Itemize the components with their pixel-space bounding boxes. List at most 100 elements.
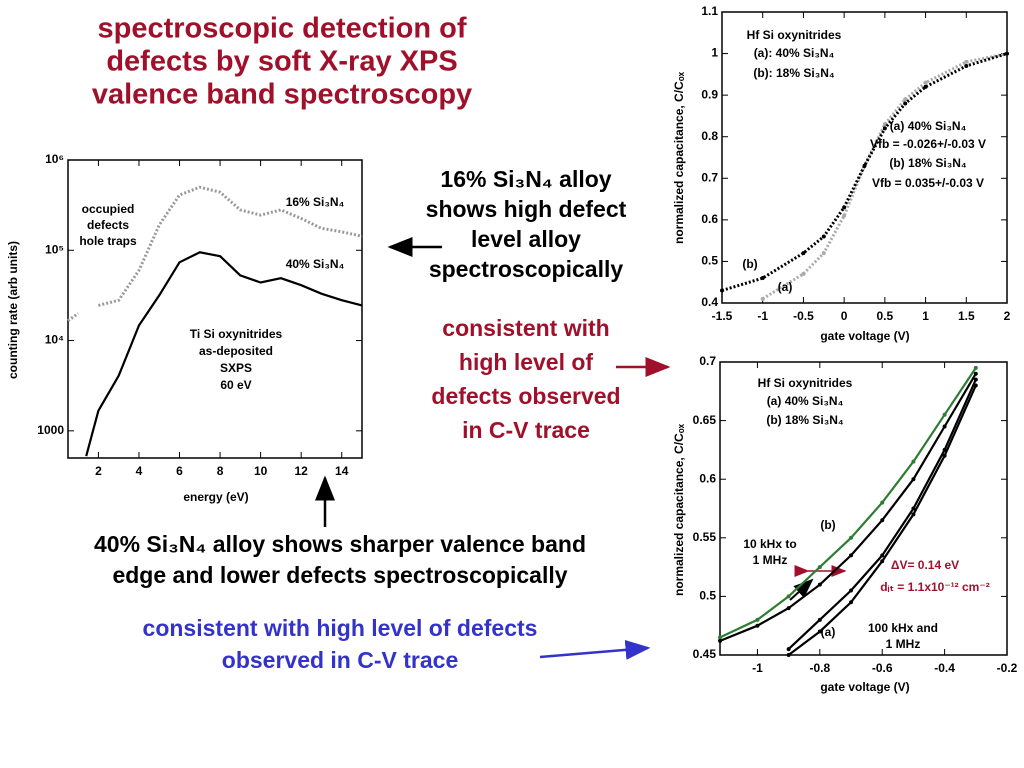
y-tick-label: 0.9	[701, 87, 718, 101]
series-line	[98, 185, 363, 307]
series-line	[719, 367, 977, 639]
annotation: (b) 18% Si₃N₄	[889, 156, 967, 170]
slide-text: defects by soft X-ray XPS	[106, 46, 457, 78]
data-point	[755, 623, 760, 628]
data-point	[973, 371, 978, 376]
annotation: Hf Si oxynitrides	[758, 376, 853, 390]
slide-text: observed in C-V trace	[222, 647, 458, 673]
slide-text: valence band spectroscopy	[92, 79, 472, 111]
y-axis-label: normalized capacitance, C/Cₒₓ	[672, 71, 686, 244]
y-tick-label: 1	[711, 46, 718, 60]
series-line	[67, 312, 79, 322]
x-tick-label: 12	[294, 464, 308, 478]
data-point	[973, 365, 978, 370]
annotation: 1 MHz	[753, 553, 788, 567]
annotation: ΔV= 0.14 eV	[891, 558, 959, 572]
data-point	[882, 126, 887, 131]
y-tick-label: 0.55	[693, 530, 717, 544]
slide-text: shows high defect	[426, 196, 627, 222]
annotation: 100 kHx and	[868, 621, 938, 635]
x-tick-label: -0.6	[872, 661, 893, 675]
slide-text: consistent with high level of defects	[143, 615, 538, 641]
plot-frame	[67, 159, 363, 459]
annotation: hole traps	[79, 234, 137, 248]
x-tick-label: 4	[136, 464, 143, 478]
annotation: as-deposited	[199, 344, 273, 358]
plot-frame	[721, 11, 1008, 304]
annotation: 1 MHz	[886, 637, 921, 651]
x-tick-label: -0.8	[809, 661, 830, 675]
x-tick-label: 10	[254, 464, 268, 478]
data-point	[821, 234, 826, 239]
annotation: 10 kHx to	[743, 537, 796, 551]
slide-text: spectroscopically	[429, 256, 624, 282]
data-point	[880, 518, 885, 523]
data-point	[964, 59, 969, 64]
data-point	[786, 606, 791, 611]
data-point	[760, 276, 765, 281]
y-tick-label: 1000	[37, 423, 64, 437]
slide-text: edge and lower defects spectroscopically	[112, 562, 567, 588]
y-tick-label: 0.65	[693, 413, 717, 427]
x-tick-label: -1	[757, 309, 768, 323]
data-point	[842, 213, 847, 218]
annotation: (b): 18% Si₃N₄	[753, 66, 835, 80]
y-tick-label: 10⁴	[45, 333, 64, 347]
data-point	[718, 638, 722, 643]
data-point	[964, 64, 969, 69]
data-point	[911, 459, 916, 464]
annotation: (b)	[820, 518, 835, 532]
data-point	[880, 559, 885, 564]
y-tick-label: 0.6	[699, 471, 716, 485]
y-tick-label: 10⁶	[45, 152, 64, 166]
annotation: 16% Si₃N₄	[286, 195, 345, 209]
slide-text: in C-V trace	[462, 417, 590, 443]
data-point	[923, 84, 928, 89]
series-line	[719, 373, 977, 642]
annotation: Vfb = 0.035+/-0.03 V	[872, 176, 984, 190]
data-point	[1005, 51, 1009, 56]
x-tick-label: 8	[217, 464, 224, 478]
data-point	[801, 271, 806, 276]
slide-text: high level of	[459, 349, 594, 375]
x-tick-label: -1.5	[712, 309, 733, 323]
x-tick-label: 1	[922, 309, 929, 323]
slide-text: 40% Si₃N₄ alloy shows sharper valence ba…	[94, 531, 586, 557]
plot-frame	[719, 361, 1008, 656]
annotation: (a)	[821, 625, 836, 639]
slide-text: spectroscopic detection of	[97, 13, 466, 45]
y-tick-label: 1.1	[701, 4, 718, 18]
data-point	[760, 296, 765, 301]
x-tick-label: -0.4	[934, 661, 955, 675]
x-axis-label: gate voltage (V)	[820, 329, 909, 343]
annotation: SXPS	[220, 361, 252, 375]
y-tick-label: 0.4	[701, 295, 718, 309]
chart: 2 4 6 8 10 12 14 1000 10⁴ 10⁵ 10⁶ energy (eV) counti…	[6, 152, 363, 504]
x-tick-label: -0.2	[997, 661, 1018, 675]
data-point	[903, 101, 908, 106]
x-tick-label: 0.5	[877, 309, 894, 323]
arrow	[789, 578, 814, 601]
annotation: 60 eV	[220, 378, 251, 392]
data-point	[849, 553, 854, 558]
data-point	[923, 80, 928, 85]
annotation: defects	[87, 218, 129, 232]
y-tick-label: 0.45	[693, 647, 717, 661]
data-point	[786, 653, 791, 657]
x-tick-label: 2	[1004, 309, 1011, 323]
data-point	[849, 600, 854, 605]
data-point	[942, 424, 947, 429]
data-point	[911, 506, 916, 511]
x-tick-label: -1	[752, 661, 763, 675]
data-point	[817, 629, 822, 634]
data-point	[849, 588, 854, 593]
annotation: (a): 40% Si₃N₄	[754, 46, 835, 60]
x-axis-label: energy (eV)	[183, 490, 248, 504]
y-tick-label: 0.6	[701, 212, 718, 226]
data-point	[786, 594, 791, 599]
arrow	[539, 639, 651, 660]
annotation: Vfb = -0.026+/-0.03 V	[870, 137, 986, 151]
data-point	[849, 535, 854, 540]
annotation: occupied	[82, 202, 135, 216]
